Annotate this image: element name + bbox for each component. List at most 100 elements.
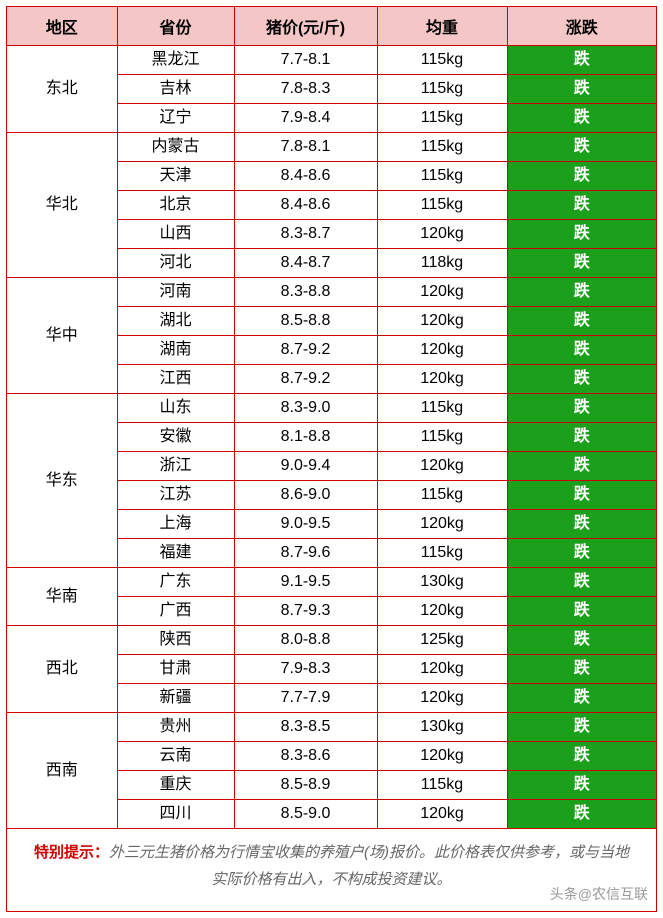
province-cell: 吉林 bbox=[117, 75, 234, 104]
province-cell: 北京 bbox=[117, 191, 234, 220]
province-cell: 黑龙江 bbox=[117, 46, 234, 75]
table-row: 华南广东9.1-9.5130kg跌 bbox=[7, 568, 657, 597]
price-cell: 8.7-9.3 bbox=[234, 597, 377, 626]
trend-cell: 跌 bbox=[507, 336, 657, 365]
weight-cell: 125kg bbox=[377, 626, 507, 655]
province-cell: 江苏 bbox=[117, 481, 234, 510]
region-cell: 华中 bbox=[7, 278, 118, 394]
table-row: 华中河南8.3-8.8120kg跌 bbox=[7, 278, 657, 307]
footnote-cell: 特别提示：外三元生猪价格为行情宝收集的养殖户(场)报价。此价格表仅供参考，或与当… bbox=[7, 829, 657, 912]
table-body: 东北黑龙江7.7-8.1115kg跌吉林7.8-8.3115kg跌辽宁7.9-8… bbox=[7, 46, 657, 912]
price-cell: 7.7-7.9 bbox=[234, 684, 377, 713]
province-cell: 福建 bbox=[117, 539, 234, 568]
footnote-label: 特别提示： bbox=[34, 844, 109, 861]
price-cell: 8.3-8.8 bbox=[234, 278, 377, 307]
weight-cell: 120kg bbox=[377, 336, 507, 365]
region-cell: 华北 bbox=[7, 133, 118, 278]
col-header-weight: 均重 bbox=[377, 7, 507, 46]
weight-cell: 115kg bbox=[377, 104, 507, 133]
weight-cell: 120kg bbox=[377, 655, 507, 684]
province-cell: 云南 bbox=[117, 742, 234, 771]
col-header-trend: 涨跌 bbox=[507, 7, 657, 46]
table-row: 华东山东8.3-9.0115kg跌 bbox=[7, 394, 657, 423]
trend-cell: 跌 bbox=[507, 307, 657, 336]
price-cell: 7.8-8.1 bbox=[234, 133, 377, 162]
province-cell: 山西 bbox=[117, 220, 234, 249]
trend-cell: 跌 bbox=[507, 394, 657, 423]
province-cell: 广东 bbox=[117, 568, 234, 597]
col-header-region: 地区 bbox=[7, 7, 118, 46]
price-cell: 9.0-9.4 bbox=[234, 452, 377, 481]
table-row: 东北黑龙江7.7-8.1115kg跌 bbox=[7, 46, 657, 75]
price-cell: 8.6-9.0 bbox=[234, 481, 377, 510]
price-cell: 9.0-9.5 bbox=[234, 510, 377, 539]
province-cell: 河南 bbox=[117, 278, 234, 307]
province-cell: 江西 bbox=[117, 365, 234, 394]
region-cell: 西北 bbox=[7, 626, 118, 713]
trend-cell: 跌 bbox=[507, 278, 657, 307]
trend-cell: 跌 bbox=[507, 539, 657, 568]
province-cell: 湖北 bbox=[117, 307, 234, 336]
price-cell: 8.4-8.6 bbox=[234, 162, 377, 191]
col-header-province: 省份 bbox=[117, 7, 234, 46]
trend-cell: 跌 bbox=[507, 742, 657, 771]
province-cell: 辽宁 bbox=[117, 104, 234, 133]
price-cell: 8.1-8.8 bbox=[234, 423, 377, 452]
weight-cell: 120kg bbox=[377, 278, 507, 307]
trend-cell: 跌 bbox=[507, 771, 657, 800]
trend-cell: 跌 bbox=[507, 162, 657, 191]
region-cell: 华南 bbox=[7, 568, 118, 626]
weight-cell: 120kg bbox=[377, 307, 507, 336]
price-cell: 8.3-9.0 bbox=[234, 394, 377, 423]
trend-cell: 跌 bbox=[507, 104, 657, 133]
price-cell: 7.8-8.3 bbox=[234, 75, 377, 104]
region-cell: 华东 bbox=[7, 394, 118, 568]
weight-cell: 115kg bbox=[377, 133, 507, 162]
footnote-text: 外三元生猪价格为行情宝收集的养殖户(场)报价。此价格表仅供参考，或与当地 bbox=[109, 844, 629, 861]
weight-cell: 115kg bbox=[377, 423, 507, 452]
weight-cell: 115kg bbox=[377, 75, 507, 104]
price-cell: 8.0-8.8 bbox=[234, 626, 377, 655]
weight-cell: 120kg bbox=[377, 220, 507, 249]
weight-cell: 120kg bbox=[377, 684, 507, 713]
footnote-text: 实际价格有出入，不构成投资建议。 bbox=[211, 871, 451, 888]
weight-cell: 130kg bbox=[377, 568, 507, 597]
table-row: 华北内蒙古7.8-8.1115kg跌 bbox=[7, 133, 657, 162]
pig-price-table: 地区 省份 猪价(元/斤) 均重 涨跌 东北黑龙江7.7-8.1115kg跌吉林… bbox=[6, 6, 657, 912]
province-cell: 安徽 bbox=[117, 423, 234, 452]
price-cell: 9.1-9.5 bbox=[234, 568, 377, 597]
weight-cell: 115kg bbox=[377, 46, 507, 75]
weight-cell: 115kg bbox=[377, 162, 507, 191]
province-cell: 重庆 bbox=[117, 771, 234, 800]
footnote-row: 特别提示：外三元生猪价格为行情宝收集的养殖户(场)报价。此价格表仅供参考，或与当… bbox=[7, 829, 657, 912]
price-cell: 8.5-9.0 bbox=[234, 800, 377, 829]
trend-cell: 跌 bbox=[507, 481, 657, 510]
price-cell: 8.5-8.8 bbox=[234, 307, 377, 336]
price-cell: 7.7-8.1 bbox=[234, 46, 377, 75]
province-cell: 内蒙古 bbox=[117, 133, 234, 162]
province-cell: 山东 bbox=[117, 394, 234, 423]
province-cell: 河北 bbox=[117, 249, 234, 278]
province-cell: 新疆 bbox=[117, 684, 234, 713]
price-cell: 8.3-8.6 bbox=[234, 742, 377, 771]
trend-cell: 跌 bbox=[507, 220, 657, 249]
price-cell: 8.4-8.7 bbox=[234, 249, 377, 278]
province-cell: 甘肃 bbox=[117, 655, 234, 684]
province-cell: 陕西 bbox=[117, 626, 234, 655]
table-row: 西北陕西8.0-8.8125kg跌 bbox=[7, 626, 657, 655]
weight-cell: 118kg bbox=[377, 249, 507, 278]
province-cell: 湖南 bbox=[117, 336, 234, 365]
price-cell: 8.3-8.5 bbox=[234, 713, 377, 742]
weight-cell: 120kg bbox=[377, 452, 507, 481]
region-cell: 东北 bbox=[7, 46, 118, 133]
trend-cell: 跌 bbox=[507, 597, 657, 626]
trend-cell: 跌 bbox=[507, 75, 657, 104]
province-cell: 天津 bbox=[117, 162, 234, 191]
trend-cell: 跌 bbox=[507, 365, 657, 394]
weight-cell: 120kg bbox=[377, 597, 507, 626]
price-cell: 8.7-9.6 bbox=[234, 539, 377, 568]
table-header-row: 地区 省份 猪价(元/斤) 均重 涨跌 bbox=[7, 7, 657, 46]
price-cell: 8.7-9.2 bbox=[234, 336, 377, 365]
trend-cell: 跌 bbox=[507, 510, 657, 539]
trend-cell: 跌 bbox=[507, 626, 657, 655]
